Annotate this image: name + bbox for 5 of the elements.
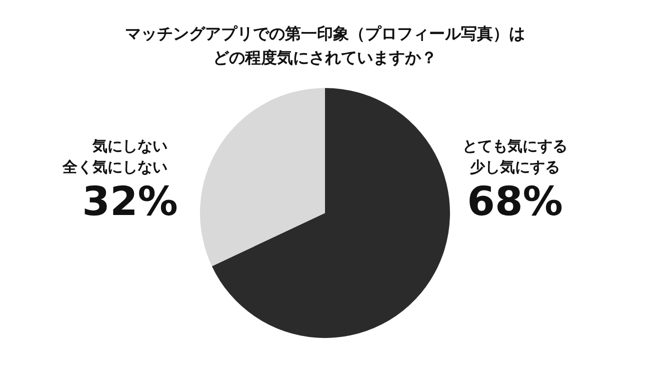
data-label: 68% bbox=[466, 178, 564, 226]
data-label: 32% bbox=[81, 178, 179, 226]
slice-label: とても気にする少し気にする bbox=[462, 136, 568, 178]
slice-label: 気にしない全く気にしない bbox=[61, 136, 168, 178]
chart-title: マッチングアプリでの第一印象（プロフィール写真）はどの程度気にされていますか？ bbox=[124, 23, 526, 69]
